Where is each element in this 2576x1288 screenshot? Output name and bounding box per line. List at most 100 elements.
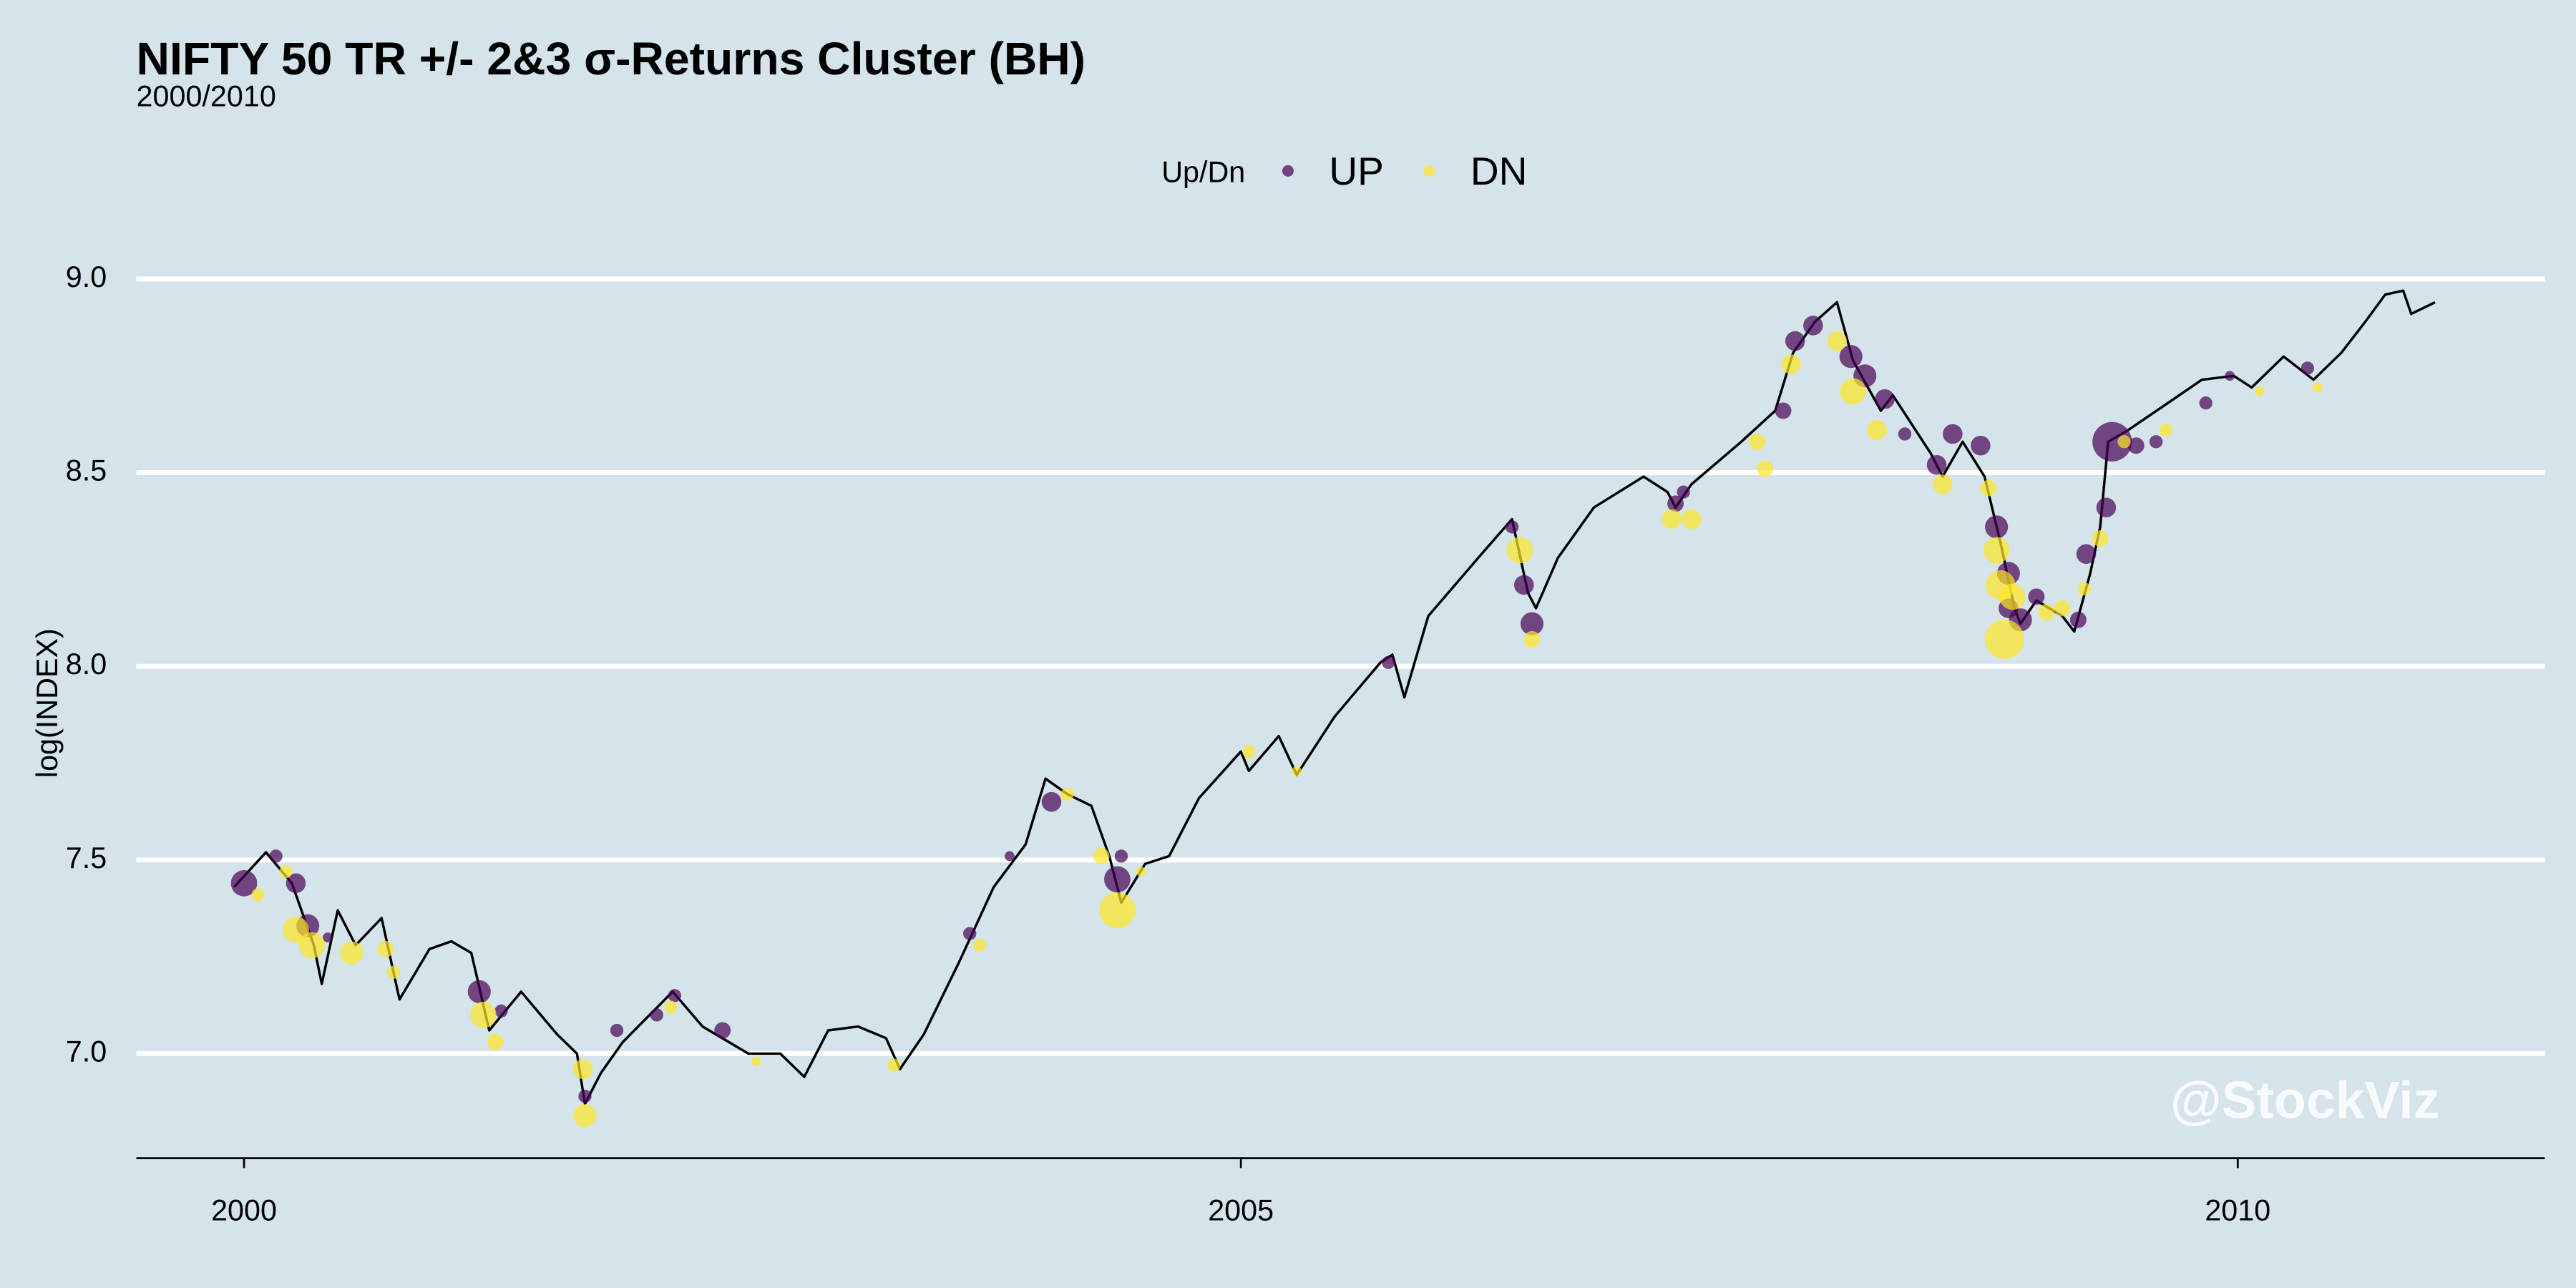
y-axis-label: log(INDEX) bbox=[31, 628, 64, 778]
grid: 7.0 7.5 8.0 8.5 9.0 2000 2005 2010 bbox=[66, 260, 2545, 1226]
point-dn bbox=[1136, 867, 1146, 877]
point-up bbox=[1803, 316, 1823, 336]
y-tick-label: 7.5 bbox=[66, 841, 107, 874]
point-dn bbox=[386, 965, 401, 980]
point-up bbox=[1926, 455, 1947, 475]
point-dn bbox=[1506, 537, 1533, 564]
point-up bbox=[2076, 544, 2097, 565]
point-up bbox=[963, 927, 977, 940]
point-dn bbox=[1749, 433, 1766, 450]
plot-area bbox=[230, 289, 2436, 1128]
point-up bbox=[2225, 371, 2235, 381]
point-up bbox=[1677, 485, 1690, 499]
point-up bbox=[323, 932, 333, 942]
point-up bbox=[578, 1089, 592, 1103]
point-up bbox=[2069, 611, 2087, 628]
point-dn bbox=[887, 1058, 901, 1072]
point-dn bbox=[2255, 386, 2265, 396]
point-dn bbox=[2117, 435, 2131, 449]
point-up bbox=[1114, 849, 1128, 863]
point-up bbox=[1382, 655, 1395, 670]
point-up bbox=[286, 873, 306, 894]
point-up bbox=[2301, 361, 2314, 375]
point-dn bbox=[298, 932, 326, 959]
point-dn bbox=[2038, 603, 2055, 620]
point-up bbox=[1505, 520, 1519, 534]
point-up bbox=[1985, 515, 2009, 539]
point-dn bbox=[572, 1059, 593, 1079]
point-up bbox=[2028, 588, 2045, 605]
point-dn bbox=[1242, 745, 1256, 758]
point-dn bbox=[1933, 474, 1953, 494]
point-dn bbox=[1781, 354, 1801, 374]
point-dn bbox=[751, 1056, 761, 1067]
point-up bbox=[2149, 435, 2163, 449]
point-up bbox=[1041, 791, 1062, 812]
point-up bbox=[610, 1023, 624, 1038]
point-dn bbox=[487, 1033, 504, 1050]
point-dn bbox=[1984, 619, 2024, 659]
y-tick-label: 9.0 bbox=[66, 260, 107, 293]
point-up bbox=[1785, 331, 1805, 351]
x-tick-label: 2000 bbox=[211, 1194, 277, 1226]
legend-swatch bbox=[1423, 165, 1435, 177]
y-tick-label: 7.0 bbox=[66, 1035, 107, 1068]
point-dn bbox=[2054, 600, 2071, 617]
legend-label: UP bbox=[1329, 149, 1384, 193]
point-dn bbox=[573, 1104, 597, 1128]
point-dn bbox=[1662, 509, 1682, 530]
chart-subtitle: 2000/2010 bbox=[137, 80, 276, 113]
point-dn bbox=[1827, 331, 1848, 351]
point-up bbox=[668, 989, 682, 1002]
point-dn bbox=[1682, 509, 1702, 530]
point-up bbox=[1943, 424, 1963, 444]
point-dn bbox=[1292, 766, 1302, 776]
point-up bbox=[269, 849, 283, 863]
point-dn bbox=[1867, 420, 1887, 440]
point-dn bbox=[2312, 382, 2323, 393]
point-up bbox=[467, 980, 491, 1003]
point-dn bbox=[2077, 582, 2091, 596]
point-up bbox=[2199, 396, 2212, 410]
point-up bbox=[1005, 851, 1015, 862]
point-dn bbox=[972, 938, 987, 952]
point-up bbox=[2096, 497, 2117, 518]
point-dn bbox=[1093, 847, 1110, 864]
point-up bbox=[714, 1022, 731, 1039]
point-dn bbox=[664, 1000, 678, 1014]
point-up bbox=[2092, 421, 2132, 462]
point-dn bbox=[470, 1001, 497, 1028]
point-up bbox=[1667, 495, 1684, 512]
point-dn bbox=[1757, 460, 1774, 477]
point-up bbox=[1839, 345, 1863, 369]
legend-label: DN bbox=[1470, 149, 1528, 193]
point-dn bbox=[1840, 378, 1866, 405]
point-dn bbox=[377, 940, 394, 957]
point-up bbox=[1520, 612, 1544, 635]
point-up bbox=[1775, 402, 1792, 419]
point-dn bbox=[1983, 537, 2010, 564]
point-dn bbox=[1980, 479, 1997, 497]
watermark: @StockViz bbox=[2170, 1070, 2439, 1129]
chart-title: NIFTY 50 TR +/- 2&3 σ-Returns Cluster (B… bbox=[137, 33, 1086, 84]
legend-swatch bbox=[1282, 165, 1294, 177]
point-up bbox=[1104, 866, 1131, 893]
point-dn bbox=[251, 888, 265, 902]
legend-title: Up/Dn bbox=[1161, 155, 1245, 188]
point-dn bbox=[340, 941, 364, 965]
y-tick-label: 8.0 bbox=[66, 648, 107, 680]
point-up bbox=[1514, 575, 1534, 595]
point-dn bbox=[1523, 630, 1541, 648]
point-up bbox=[1971, 435, 1991, 456]
y-tick-label: 8.5 bbox=[66, 454, 107, 487]
point-dn bbox=[1999, 583, 2026, 610]
point-dn bbox=[1060, 787, 1074, 801]
point-up bbox=[1898, 427, 1912, 441]
point-dn bbox=[2159, 423, 2173, 437]
point-dn bbox=[2092, 530, 2109, 547]
point-dn bbox=[1099, 892, 1136, 929]
point-up bbox=[1875, 389, 1895, 409]
